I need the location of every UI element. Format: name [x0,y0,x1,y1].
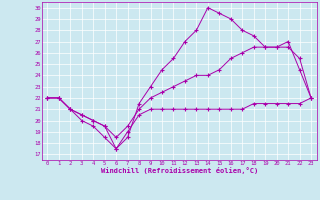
X-axis label: Windchill (Refroidissement éolien,°C): Windchill (Refroidissement éolien,°C) [100,167,258,174]
